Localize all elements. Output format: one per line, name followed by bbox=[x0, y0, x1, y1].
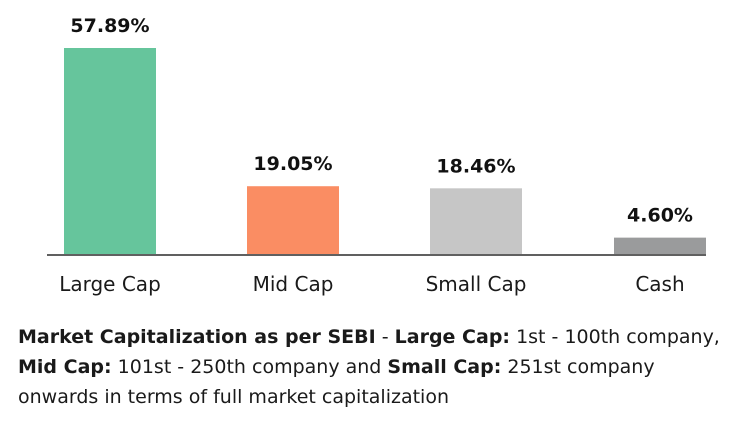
category-label-large-cap: Large Cap bbox=[59, 272, 161, 296]
bar-mid-cap bbox=[247, 186, 339, 254]
footnote-small-cap-term: Small Cap: bbox=[387, 356, 502, 378]
bar-cash bbox=[614, 237, 706, 254]
value-label-mid-cap: 19.05% bbox=[253, 153, 332, 175]
footnote-large-cap-term: Large Cap: bbox=[394, 326, 511, 348]
bar-small-cap bbox=[430, 188, 522, 254]
value-label-large-cap: 57.89% bbox=[70, 15, 149, 37]
category-label-cash: Cash bbox=[635, 272, 684, 296]
footnote-small-cap-definition: 251st company onwards in terms of full m… bbox=[18, 356, 655, 408]
labels-layer: 57.89% Large Cap 19.05% Mid Cap 18.46% Small … bbox=[59, 15, 693, 296]
footnote-large-cap-definition: 1st - 100th company, bbox=[510, 326, 720, 348]
category-label-small-cap: Small Cap bbox=[426, 272, 527, 296]
market-cap-bar-chart: 57.89% Large Cap 19.05% Mid Cap 18.46% Small … bbox=[47, 15, 706, 296]
market-cap-footnote: Market Capitalization as per SEBI - Larg… bbox=[18, 322, 733, 412]
bars-layer bbox=[64, 48, 706, 254]
footnote-mid-cap-definition: 101st - 250th company and bbox=[111, 356, 388, 378]
value-label-cash: 4.60% bbox=[627, 205, 693, 227]
bar-large-cap bbox=[64, 48, 156, 254]
footnote-heading: Market Capitalization as per SEBI bbox=[18, 326, 376, 348]
footnote-separator: - bbox=[375, 326, 395, 348]
footnote-mid-cap-term: Mid Cap: bbox=[18, 356, 112, 378]
category-label-mid-cap: Mid Cap bbox=[253, 272, 334, 296]
value-label-small-cap: 18.46% bbox=[436, 155, 515, 177]
